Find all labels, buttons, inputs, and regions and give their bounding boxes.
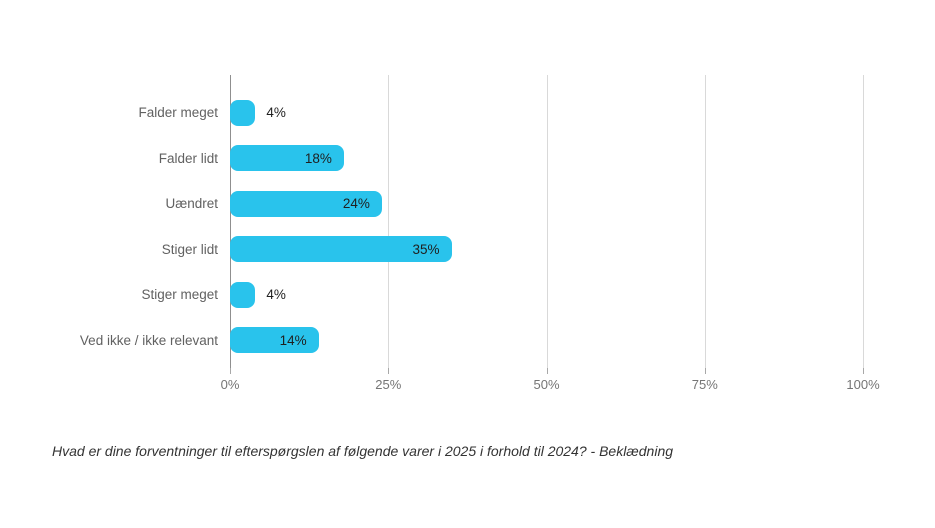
bar-series: 4% 18% 24% 35% 4% 14%: [230, 90, 863, 363]
bar[interactable]: 14%: [230, 327, 319, 354]
value-label: 35%: [412, 241, 440, 257]
category-label: Falder meget: [138, 105, 218, 121]
value-label: 14%: [279, 332, 307, 348]
x-tick-label: 50%: [533, 377, 560, 392]
bar[interactable]: 35%: [230, 236, 452, 263]
value-label: 4%: [266, 287, 286, 303]
x-tick-label: 75%: [691, 377, 718, 392]
bar-row: 18%: [230, 136, 863, 182]
axis-tick-mark: [388, 368, 390, 374]
category-label: Falder lidt: [158, 150, 218, 166]
category-axis: Falder meget Falder lidt Uændret Stiger lid…: [0, 90, 218, 363]
bar-row: 4%: [230, 272, 863, 318]
y-axis-line: [230, 75, 231, 368]
x-tick-label: 0%: [220, 377, 240, 392]
bar[interactable]: [230, 281, 256, 308]
bar[interactable]: 24%: [230, 190, 382, 217]
gridline: [546, 75, 548, 368]
category-label: Stiger meget: [141, 287, 218, 303]
gridline: [388, 75, 390, 368]
bar-row: 35%: [230, 227, 863, 273]
axis-tick-mark: [704, 368, 706, 374]
plot-area: 4% 18% 24% 35% 4% 14%: [230, 75, 864, 374]
category-label: Stiger lidt: [161, 241, 218, 257]
axis-tick-mark: [230, 368, 231, 374]
value-label: 4%: [266, 105, 286, 121]
bar-row: 14%: [230, 318, 863, 364]
bar-row: 24%: [230, 181, 863, 227]
x-tick-label: 25%: [375, 377, 402, 392]
bar[interactable]: [230, 99, 256, 126]
axis-tick-mark: [863, 368, 864, 374]
gridline: [704, 75, 706, 368]
x-axis-tick-labels: 0% 25% 50% 75% 100%: [221, 377, 880, 395]
gridline: [863, 75, 864, 368]
category-label: Uændret: [165, 196, 218, 212]
bar[interactable]: 18%: [230, 145, 344, 172]
axis-tick-mark: [546, 368, 548, 374]
chart-caption: Hvad er dine forventninger til efterspør…: [52, 443, 674, 459]
category-label: Ved ikke / ikke relevant: [79, 332, 218, 348]
bar-row: 4%: [230, 90, 863, 136]
value-label: 24%: [342, 196, 370, 212]
value-label: 18%: [304, 150, 332, 166]
x-tick-label: 100%: [846, 377, 880, 392]
